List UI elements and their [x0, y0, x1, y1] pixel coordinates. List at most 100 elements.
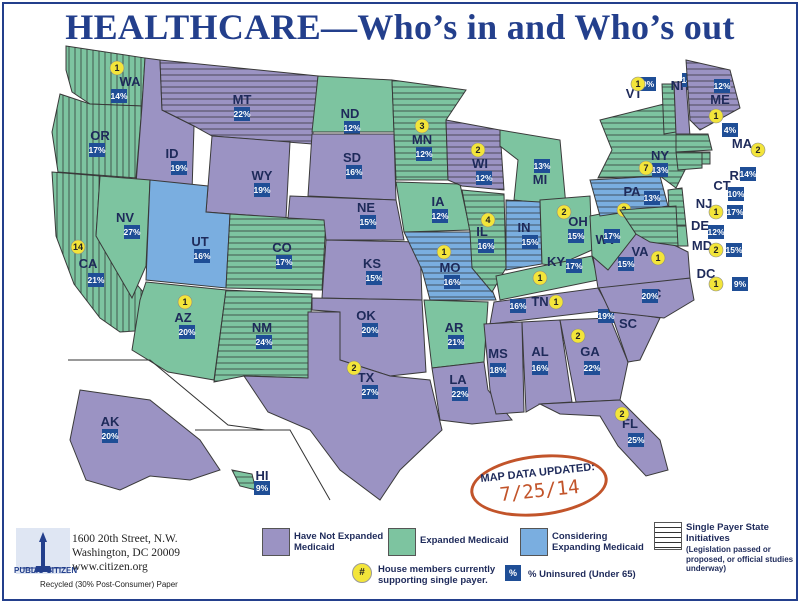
state-label-va: VA	[631, 244, 649, 259]
state-dc: DC 9% 1	[697, 266, 748, 292]
marker-circle	[70, 239, 86, 255]
house-members-marker-wi: 2	[470, 142, 486, 158]
state-ia: IA 12%	[395, 181, 471, 233]
uninsured-badge-az: 20%	[178, 325, 196, 339]
legend-label-uninsured: % Uninsured (Under 65)	[528, 569, 636, 580]
uninsured-pct: 15%	[521, 237, 538, 247]
house-members-count: 14	[73, 242, 83, 252]
uninsured-badge-md: 15%	[725, 243, 743, 257]
state-label-or: OR	[90, 128, 110, 143]
marker-circle	[532, 270, 548, 286]
uninsured-badge-box	[360, 215, 376, 229]
uninsured-badge-box	[346, 165, 362, 179]
marker-circle	[480, 212, 496, 228]
uninsured-badge-mo: 16%	[443, 275, 461, 289]
state-label-mi: MI	[533, 172, 547, 187]
uninsured-badge-box	[254, 183, 270, 197]
uninsured-pct: 16%	[477, 241, 494, 251]
uninsured-pct: 17%	[726, 207, 743, 217]
uninsured-badge-box	[444, 275, 460, 289]
uninsured-badge-co: 17%	[275, 255, 293, 269]
marker-circle	[109, 60, 125, 76]
state-label-il: IL	[476, 224, 488, 239]
uninsured-pct: 15%	[725, 245, 742, 255]
uninsured-badge-box	[618, 257, 634, 271]
uninsured-pct: 17%	[565, 261, 582, 271]
uninsured-badge-box	[714, 79, 730, 93]
house-members-count: 1	[182, 297, 187, 307]
state-label-nd: ND	[341, 106, 360, 121]
state-shape-oh	[539, 195, 593, 267]
state-ms: MS 18%	[483, 321, 525, 415]
uninsured-badge-ky: 17%	[565, 259, 583, 273]
state-mn: MN 12% 3	[391, 79, 467, 181]
website-link[interactable]: www.citizen.org	[72, 561, 148, 573]
uninsured-badge-box	[88, 273, 104, 287]
state-md: MD 15% 2	[619, 205, 743, 258]
legend-label-expanded: Expanded Medicaid	[420, 535, 509, 546]
uninsured-badge-box	[432, 209, 448, 223]
single-payer-hatch-md	[620, 206, 678, 246]
legend-uninsured-badge: %	[505, 565, 521, 581]
house-members-count: 2	[755, 145, 760, 155]
uninsured-badge-box	[652, 163, 668, 177]
state-label-ma: MA	[732, 136, 753, 151]
uninsured-badge-nm: 24%	[255, 335, 273, 349]
uninsured-badge-box	[234, 107, 250, 121]
single-payer-hatch-vt	[662, 84, 676, 134]
marker-circle	[630, 76, 646, 92]
marker-circle	[556, 204, 572, 220]
state-label-mn: MN	[412, 132, 432, 147]
uninsured-pct: 16%	[509, 301, 526, 311]
uninsured-badge-box	[604, 229, 620, 243]
house-members-count: 1	[713, 207, 718, 217]
uninsured-pct: 14%	[739, 169, 756, 179]
uninsured-badge-ct: 10%	[727, 187, 745, 201]
state-label-ak: AK	[101, 414, 120, 429]
state-shape-nv	[95, 175, 151, 300]
marker-circle	[548, 294, 564, 310]
house-members-marker-nj: 1	[708, 204, 724, 220]
uninsured-badge-nj: 17%	[726, 205, 744, 219]
uninsured-badge-box	[194, 249, 210, 263]
house-members-marker-ky: 1	[532, 270, 548, 286]
uninsured-badge-box	[476, 171, 492, 185]
uninsured-badge-mi: 13%	[533, 159, 551, 173]
uninsured-badge-box	[584, 361, 600, 375]
state-label-hi: HI	[256, 468, 269, 483]
house-members-marker-tn: 1	[548, 294, 564, 310]
uninsured-badge-nd: 12%	[343, 121, 361, 135]
address-line-2: Washington, DC 20009	[72, 547, 181, 559]
uninsured-pct: 18%	[489, 365, 506, 375]
uninsured-badge-box	[89, 143, 105, 157]
uninsured-badge-mn: 12%	[415, 147, 433, 161]
house-members-marker-ma: 2	[750, 142, 766, 158]
state-wy: WY 19%	[205, 135, 291, 219]
state-label-ne: NE	[357, 200, 375, 215]
legend-label-house-members: House members currently supporting singl…	[378, 564, 496, 586]
uninsured-badge-box	[732, 277, 748, 291]
state-ks: KS 15%	[321, 239, 423, 301]
house-members-count: 1	[114, 63, 119, 73]
house-members-count: 4	[485, 215, 490, 225]
uninsured-pct: 20%	[641, 291, 658, 301]
uninsured-badge-box	[256, 335, 272, 349]
marker-circle	[708, 108, 724, 124]
uninsured-badge-hi: 9%	[254, 481, 270, 495]
uninsured-pct: 13%	[651, 165, 668, 175]
house-members-count: 1	[713, 279, 718, 289]
marker-circle	[614, 406, 630, 422]
page-title: HEALTHCARE—Who’s in and Who’s out	[65, 7, 735, 47]
uninsured-badge-pa: 13%	[643, 191, 661, 205]
uninsured-pct: 14%	[110, 91, 127, 101]
uninsured-badge-box	[722, 123, 738, 137]
state-label-ri: RI	[730, 168, 743, 183]
house-members-marker-md: 2	[708, 242, 724, 258]
single-payer-hatch-or	[52, 94, 142, 178]
uninsured-pct: 27%	[123, 227, 140, 237]
uninsured-pct: 12%	[707, 227, 724, 237]
